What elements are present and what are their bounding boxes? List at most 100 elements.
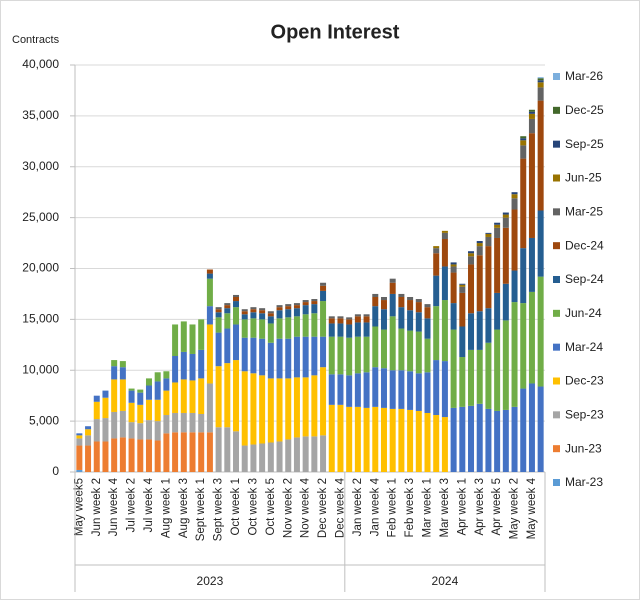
bar-segment [76, 435, 83, 439]
bar-segment [85, 445, 92, 472]
bar-segment [346, 337, 353, 376]
x-tick-label: May week 4 [526, 477, 538, 539]
bar-segment [407, 330, 414, 372]
bar-segment [311, 375, 318, 437]
bar-segment [494, 222, 501, 225]
bar-segment [163, 433, 170, 472]
bar-segment [346, 324, 353, 338]
bar-segment [259, 319, 266, 339]
bar-segment [337, 374, 344, 405]
bar-segment [224, 308, 231, 314]
bar-segment [537, 87, 544, 101]
bar-segment [415, 373, 422, 411]
bar-segment [502, 212, 509, 215]
bar-segment [363, 336, 370, 373]
bar-segment [267, 313, 274, 317]
bar-segment [468, 251, 475, 254]
bar-segment [276, 310, 283, 319]
bar-segment [276, 305, 283, 308]
bar-segment [476, 255, 483, 312]
bar-segment [354, 322, 361, 337]
x-tick-label: Oct week 5 [265, 478, 277, 536]
bar-segment [441, 232, 448, 239]
bar-segment [459, 406, 466, 472]
bar-segment [172, 382, 179, 413]
bar-segment [389, 293, 396, 317]
bar-segment [380, 368, 387, 408]
bar-segment [528, 291, 535, 384]
bar-segment [389, 278, 396, 283]
x-tick-label: Mar week 3 [439, 478, 451, 537]
bar-segment [163, 378, 170, 391]
bar-segment [441, 230, 448, 233]
bar-segment [363, 314, 370, 317]
bar-segment [502, 283, 509, 321]
y-axis-title: Contracts [12, 34, 60, 46]
bar-segment [102, 397, 109, 419]
bar-segment [102, 441, 109, 472]
bar-segment [154, 381, 161, 400]
bar-segment [276, 307, 283, 311]
x-tick-label: Feb week 3 [404, 478, 416, 537]
bar-segment [502, 227, 509, 284]
bar-segment [537, 77, 544, 79]
bar-segment [328, 318, 335, 324]
legend-label: Jun-25 [565, 171, 602, 185]
y-tick-label: 15,000 [22, 312, 59, 326]
bar-segment [520, 138, 527, 141]
bar-segment [241, 314, 248, 320]
bar-segment [363, 372, 370, 408]
bar-segment [433, 415, 440, 472]
bar-segment [267, 323, 274, 343]
bar-segment [520, 158, 527, 249]
bar-segment [450, 407, 457, 472]
bar-segment [459, 283, 466, 285]
bar-segment [145, 378, 152, 386]
bar-segment [450, 272, 457, 304]
bar-segment [302, 300, 309, 303]
bar-segment [76, 469, 83, 472]
bar-segment [145, 439, 152, 472]
x-tick-label: May week 2 [509, 478, 521, 539]
y-tick-label: 20,000 [22, 261, 59, 275]
bar-segment [468, 349, 475, 406]
bar-segment [241, 445, 248, 472]
bar-segment [407, 409, 414, 472]
bar-segment [102, 418, 109, 442]
bar-segment [476, 403, 483, 472]
bar-segment [363, 407, 370, 472]
bar-segment [320, 290, 327, 302]
bar-segment [433, 306, 440, 361]
x-tick-label: Jan week 2 [352, 478, 364, 536]
y-tick-label: 25,000 [22, 210, 59, 224]
bar-segment [128, 390, 135, 403]
bar-segment [476, 311, 483, 350]
bar-segment [180, 321, 187, 352]
bar-segment [380, 296, 387, 301]
bar-segment [276, 378, 283, 442]
bar-segment [285, 304, 292, 307]
bar-segment [241, 371, 248, 446]
bar-segment [485, 233, 492, 237]
bar-segment [537, 276, 544, 387]
bar-segment [154, 372, 161, 382]
bar-segment [215, 332, 222, 367]
bar-segment [494, 329, 501, 411]
bar-segment [528, 383, 535, 472]
x-tick-label: Sept week 3 [213, 478, 225, 541]
bar-segment [537, 80, 544, 83]
bar-segment [320, 285, 327, 291]
bar-segment [119, 379, 126, 411]
bar-segment [494, 237, 501, 293]
bar-segment [363, 316, 370, 323]
bar-segment [285, 309, 292, 318]
bar-segment [346, 319, 353, 325]
bar-segment [537, 82, 544, 88]
bar-segment [407, 300, 414, 311]
bar-segment [337, 336, 344, 375]
bar-segment [528, 109, 535, 112]
bar-segment [311, 436, 318, 472]
bar-segment [528, 237, 535, 292]
y-tick-label: 35,000 [22, 108, 59, 122]
bar-segment [415, 302, 422, 313]
